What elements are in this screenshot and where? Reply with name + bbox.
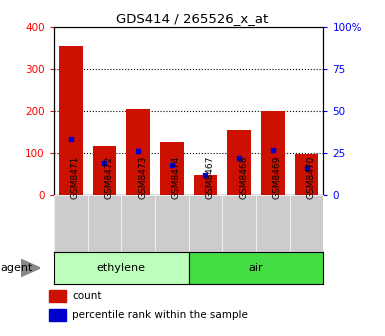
Text: ethylene: ethylene [97,263,146,273]
Bar [228,130,251,195]
Text: GSM8470: GSM8470 [306,156,316,200]
Bar [59,46,82,195]
Text: GSM8472: GSM8472 [104,156,114,200]
Text: count: count [72,291,102,301]
Bar [295,154,318,195]
Point [236,155,242,161]
Bar [261,111,285,195]
Text: GSM8468: GSM8468 [239,156,248,200]
Text: GSM8469: GSM8469 [273,156,282,200]
Polygon shape [21,259,40,277]
Bar [49,309,66,321]
Point [303,165,310,171]
Text: GSM8467: GSM8467 [206,156,214,200]
Bar [194,175,217,195]
Bar [126,109,150,195]
Text: air: air [249,263,263,273]
Point [101,160,107,166]
Text: GSM8471: GSM8471 [71,156,80,200]
Point [135,149,141,154]
Bar [160,142,184,195]
Text: GDS414 / 265526_x_at: GDS414 / 265526_x_at [116,12,269,25]
Point [270,147,276,152]
Point [203,172,209,177]
Bar [49,290,66,302]
Text: agent: agent [0,263,32,273]
Text: GSM8473: GSM8473 [138,156,147,200]
Text: percentile rank within the sample: percentile rank within the sample [72,310,248,320]
Text: GSM8474: GSM8474 [172,156,181,200]
Bar [93,146,116,195]
Point [169,162,175,167]
Point [68,137,74,142]
